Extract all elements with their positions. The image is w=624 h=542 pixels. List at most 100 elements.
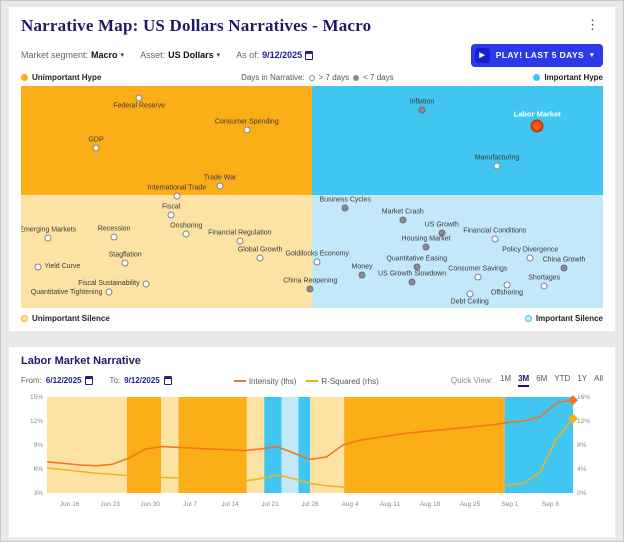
narrative-point-goldilocks-economy[interactable]: Goldilocks Economy: [286, 251, 349, 266]
calendar-icon[interactable]: [85, 376, 94, 385]
quick-view-option-all[interactable]: All: [594, 374, 603, 383]
narrative-chart-area[interactable]: 15% 12% 9% 6% 3% 16% 12% 8% 4% 0% Jun 16 Jun 23 Jun …: [21, 391, 603, 528]
play-button-label: PLAY! LAST 5 DAYS: [495, 50, 585, 60]
quick-view-option-1y[interactable]: 1Y: [577, 374, 588, 383]
narrative-point-quantitative-tightening[interactable]: Quantitative Tightening: [31, 288, 113, 296]
narrative-point-consumer-savings[interactable]: Consumer Savings: [448, 265, 507, 281]
series-legend-item[interactable]: Intensity (lhs): [233, 377, 296, 386]
narrative-point-gdp[interactable]: GDP: [88, 136, 104, 152]
point-dot-icon[interactable]: [503, 281, 511, 289]
narrative-point-china-growth[interactable]: China Growth: [543, 257, 585, 272]
series-legend-item[interactable]: R-Squared (rhs): [306, 377, 379, 386]
point-dot-icon[interactable]: [526, 254, 534, 262]
point-dot-icon[interactable]: [142, 280, 150, 288]
point-dot-icon[interactable]: [243, 126, 251, 134]
narrative-point-shortages[interactable]: Shortages: [528, 275, 560, 290]
narrative-point-fiscal-sustainability[interactable]: Fiscal Sustainability: [78, 280, 150, 288]
point-dot-icon[interactable]: [306, 285, 314, 293]
narrative-point-consumer-spending[interactable]: Consumer Spending: [215, 118, 279, 134]
point-dot-icon[interactable]: [341, 204, 349, 212]
narrative-point-federal-reserve[interactable]: Federal Reserve: [113, 94, 165, 109]
point-dot-icon[interactable]: [105, 288, 113, 296]
narrative-point-inflation[interactable]: Inflation: [410, 98, 434, 114]
legend-label: Important Silence: [535, 314, 603, 323]
play-button[interactable]: ▶ PLAY! LAST 5 DAYS ▾: [470, 43, 603, 67]
narrative-point-yield-curve[interactable]: Yield Curve: [34, 263, 80, 271]
point-dot-icon[interactable]: [358, 271, 366, 279]
narrative-point-emerging-markets[interactable]: Emerging Markets: [21, 227, 76, 242]
svg-text:12%: 12%: [30, 418, 43, 425]
point-dot-icon[interactable]: [438, 229, 446, 237]
narrative-point-recession[interactable]: Recession: [98, 225, 130, 241]
point-dot-icon[interactable]: [413, 263, 421, 271]
point-dot-icon[interactable]: [408, 278, 416, 286]
point-dot-icon[interactable]: [313, 258, 321, 266]
point-dot-icon[interactable]: [236, 237, 244, 245]
narrative-point-money[interactable]: Money: [352, 263, 373, 279]
point-dot-icon[interactable]: [530, 119, 544, 133]
point-dot-icon[interactable]: [34, 263, 42, 271]
point-dot-icon[interactable]: [182, 230, 190, 238]
narrative-point-financial-conditions[interactable]: Financial Conditions: [463, 227, 526, 243]
point-dot-icon[interactable]: [560, 264, 568, 272]
point-dot-icon[interactable]: [418, 106, 426, 114]
narrative-point-china-reopening[interactable]: China Reopening: [283, 277, 337, 293]
point-dot-icon[interactable]: [167, 211, 175, 219]
svg-text:Aug 4: Aug 4: [341, 501, 358, 508]
narrative-point-international-trade[interactable]: International Trade: [148, 184, 206, 200]
point-dot-icon[interactable]: [422, 243, 430, 251]
point-dot-icon[interactable]: [121, 259, 129, 267]
point-dot-icon[interactable]: [216, 182, 224, 190]
from-value[interactable]: 6/12/2025: [45, 376, 82, 385]
narrative-point-market-crash[interactable]: Market Crash: [382, 209, 424, 224]
narrative-point-global-growth[interactable]: Global Growth: [238, 247, 283, 262]
kebab-menu-icon[interactable]: ⋮: [586, 17, 599, 32]
narrative-quadrant-map[interactable]: Federal Reserve Consumer Spending GDP Trade…: [21, 86, 603, 308]
narrative-time-series-chart[interactable]: 15% 12% 9% 6% 3% 16% 12% 8% 4% 0% Jun 16 Jun 23 Jun …: [21, 391, 605, 523]
point-dot-icon[interactable]: [256, 254, 264, 262]
point-dot-icon[interactable]: [474, 273, 482, 281]
point-dot-icon[interactable]: [92, 144, 100, 152]
point-dot-icon[interactable]: [540, 282, 548, 290]
point-dot-icon[interactable]: [44, 234, 52, 242]
svg-text:Jun 30: Jun 30: [140, 501, 160, 508]
point-dot-icon[interactable]: [491, 235, 499, 243]
narrative-point-us-growth-slowdown[interactable]: US Growth Slowdown: [378, 271, 446, 286]
calendar-icon[interactable]: [305, 50, 314, 60]
narrative-point-fiscal[interactable]: Fiscal: [162, 203, 180, 219]
asset-select[interactable]: Asset: US Dollars ▾: [140, 50, 220, 60]
asset-label: Asset:: [140, 50, 166, 60]
point-label: Recession: [97, 225, 131, 233]
point-dot-icon[interactable]: [466, 290, 474, 298]
legend-important-silence: Important Silence: [524, 314, 603, 323]
narrative-point-debt-ceiling[interactable]: Debt Ceiling: [451, 290, 489, 306]
narrative-point-trade-war[interactable]: Trade War: [204, 174, 236, 190]
quick-view-option-ytd[interactable]: YTD: [554, 374, 571, 383]
point-dot-icon[interactable]: [135, 94, 143, 102]
quick-view-option-3m[interactable]: 3M: [518, 374, 530, 387]
calendar-icon[interactable]: [163, 376, 172, 385]
narrative-point-business-cycles[interactable]: Business Cycles: [319, 197, 371, 212]
narrative-point-quantitative-easing[interactable]: Quantitative Easing: [386, 255, 447, 271]
point-dot-icon[interactable]: [173, 192, 181, 200]
as-of-date-picker[interactable]: As of: 9/12/2025: [236, 50, 314, 60]
narrative-point-us-growth[interactable]: US Growth: [425, 221, 459, 237]
point-dot-icon[interactable]: [493, 162, 501, 170]
to-value[interactable]: 9/12/2025: [124, 376, 160, 385]
narrative-point-labor-market[interactable]: Labor Market: [514, 109, 561, 133]
point-dot-icon[interactable]: [110, 233, 118, 241]
market-segment-select[interactable]: Market segment: Macro ▾: [21, 50, 124, 60]
quick-view-option-6m[interactable]: 6M: [536, 374, 548, 383]
as-of-label: As of:: [236, 50, 260, 60]
narrative-point-manufacturing[interactable]: Manufacturing: [475, 154, 519, 170]
point-dot-icon[interactable]: [399, 216, 407, 224]
narrative-point-policy-divergence[interactable]: Policy Divergence: [502, 247, 558, 262]
legend-important-hype: Important Hype: [533, 73, 603, 82]
narrative-point-onshoring[interactable]: Onshoring: [170, 223, 202, 238]
narrative-point-financial-regulation[interactable]: Financial Regulation: [208, 229, 272, 245]
quick-view-option-1m[interactable]: 1M: [499, 374, 512, 383]
narrative-point-housing-market[interactable]: Housing Market: [402, 235, 451, 251]
chart-controls-row: From: 6/12/2025 To: 9/12/2025 Intensity …: [21, 374, 603, 387]
narrative-point-offshoring[interactable]: Offshoring: [491, 281, 523, 296]
narrative-point-stagflation[interactable]: Stagflation: [109, 251, 142, 267]
